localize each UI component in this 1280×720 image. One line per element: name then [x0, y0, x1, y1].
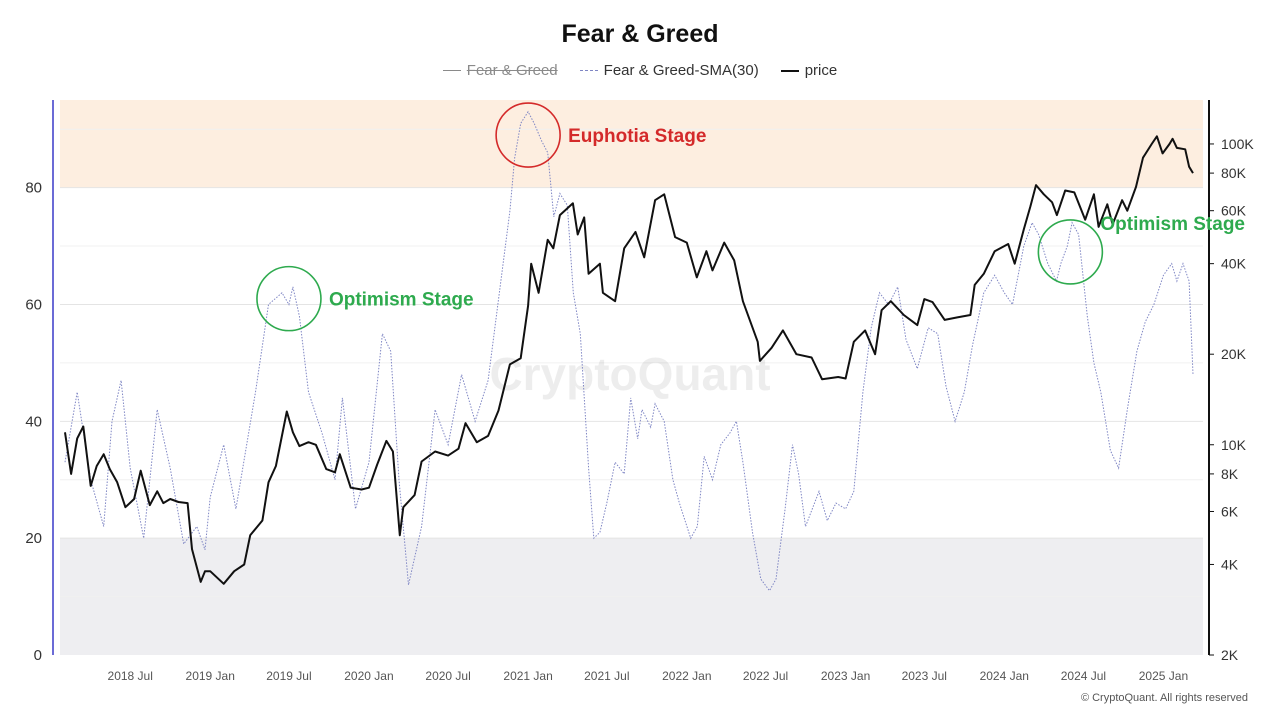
legend-item-fear-greed[interactable]: Fear & Greed [442, 62, 558, 79]
y-left-tick-label: 20 [25, 530, 42, 547]
x-tick-label: 2019 Jan [186, 669, 235, 683]
y-right-tick-label: 20K [1221, 346, 1247, 362]
x-tick-label: 2021 Jul [584, 669, 629, 683]
y-left-tick-label: 80 [25, 180, 42, 197]
y-left-tick-label: 40 [25, 413, 42, 430]
annotation-label: Optimism Stage [329, 290, 474, 311]
y-right-tick-label: 2K [1221, 647, 1239, 663]
x-tick-label: 2025 Jan [1139, 669, 1188, 683]
y-right-tick-label: 10K [1221, 437, 1247, 453]
x-tick-label: 2018 Jul [108, 669, 153, 683]
zone-greed [60, 100, 1203, 188]
x-tick-label: 2022 Jul [743, 669, 788, 683]
legend-label-fear-greed: Fear & Greed [466, 62, 558, 79]
legend-swatch-fear-greed [442, 70, 461, 71]
series-line-price [64, 135, 1194, 585]
legend: Fear & Greed Fear & Greed-SMA(30) price [0, 62, 1280, 79]
x-tick-label: 2020 Jul [425, 669, 470, 683]
annotation-label: Euphotia Stage [568, 126, 706, 147]
annotation-circle [256, 265, 322, 332]
y-right-tick-label: 100K [1221, 136, 1254, 152]
y-right-tick-label: 6K [1221, 503, 1239, 519]
annotation-label: Optimism Stage [1100, 214, 1245, 235]
y-left-tick-label: 0 [34, 647, 42, 664]
x-tick-label: 2021 Jan [503, 669, 552, 683]
copyright-notice: © CryptoQuant. All rights reserved [1080, 692, 1248, 704]
y-right-tick-label: 4K [1221, 556, 1239, 572]
y-left-tick-label: 60 [25, 296, 42, 313]
y-right-tick-label: 80K [1221, 165, 1247, 181]
annotation-circle [1037, 219, 1104, 285]
y-right-tick-label: 60K [1221, 203, 1247, 219]
legend-label-price: price [804, 62, 838, 79]
y-right-tick-label: 8K [1221, 466, 1239, 482]
legend-label-sma: Fear & Greed-SMA(30) [603, 62, 759, 79]
x-tick-label: 2020 Jan [344, 669, 393, 683]
annotation-circle [495, 102, 561, 168]
x-tick-label: 2023 Jan [821, 669, 870, 683]
x-tick-label: 2023 Jul [902, 669, 947, 683]
x-tick-label: 2024 Jul [1061, 669, 1106, 683]
y-right-tick-label: 40K [1221, 256, 1247, 272]
x-tick-label: 2024 Jan [980, 669, 1029, 683]
legend-swatch-price [780, 69, 799, 72]
legend-item-price[interactable]: price [780, 62, 838, 79]
legend-swatch-sma [579, 70, 598, 71]
series-line-sma [64, 110, 1194, 592]
watermark: CryptoQuant [489, 348, 770, 400]
x-tick-label: 2019 Jul [266, 669, 311, 683]
chart-title: Fear & Greed [561, 20, 719, 48]
x-tick-label: 2022 Jan [662, 669, 711, 683]
legend-item-sma[interactable]: Fear & Greed-SMA(30) [579, 62, 759, 79]
